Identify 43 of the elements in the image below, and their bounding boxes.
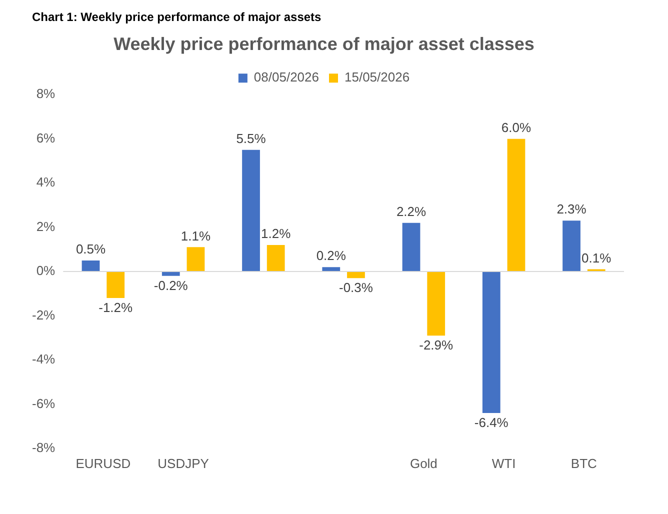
y-tick-label: 6% xyxy=(36,130,56,146)
bar xyxy=(507,138,526,272)
bar xyxy=(427,272,446,336)
data-label: 2.3% xyxy=(556,202,587,217)
y-tick-label: -4% xyxy=(32,352,56,367)
x-tick-label: EURUSD xyxy=(76,456,131,471)
data-label: -2.9% xyxy=(419,338,454,353)
chart-subtitle: Weekly price performance of major asset classes xyxy=(114,34,534,54)
y-tick-label: 2% xyxy=(36,218,56,234)
bar xyxy=(82,260,100,272)
bar xyxy=(266,244,285,272)
bar xyxy=(106,272,125,298)
x-tick-label: WTI xyxy=(492,456,516,471)
data-label: 5.5% xyxy=(236,130,266,146)
legend-label: 15/05/2026 xyxy=(344,70,410,85)
x-tick-label: Gold xyxy=(410,456,438,471)
y-tick-label: -8% xyxy=(32,440,56,455)
y-tick-label: 8% xyxy=(36,86,56,102)
data-label: 0.5% xyxy=(76,242,106,257)
bar xyxy=(347,272,365,278)
bar xyxy=(242,150,260,272)
bar xyxy=(402,222,420,272)
data-label: -6.4% xyxy=(474,415,509,430)
bar xyxy=(482,272,500,414)
y-tick-label: 0% xyxy=(36,263,56,278)
y-tick-label: -6% xyxy=(32,396,56,411)
data-label: -0.3% xyxy=(338,280,374,296)
data-label: 0.1% xyxy=(582,250,612,266)
data-label: -0.2% xyxy=(154,278,188,293)
bar xyxy=(562,220,580,272)
y-tick-label: -2% xyxy=(32,307,56,322)
bar xyxy=(186,247,205,272)
data-label: 6.0% xyxy=(501,120,532,135)
x-tick-label: BTC xyxy=(570,456,597,471)
data-label: 2.2% xyxy=(396,204,427,219)
legend-label: 08/05/2026 xyxy=(254,70,320,85)
y-tick-label: 4% xyxy=(36,174,56,190)
data-label: 0.2% xyxy=(316,248,346,264)
x-tick-label: USDJPY xyxy=(158,456,210,471)
data-label: 1.2% xyxy=(261,226,292,242)
data-label: -1.2% xyxy=(98,300,134,316)
data-label: 1.1% xyxy=(180,228,211,244)
chart-title: Chart 1: Weekly price performance of major assets xyxy=(32,10,322,24)
